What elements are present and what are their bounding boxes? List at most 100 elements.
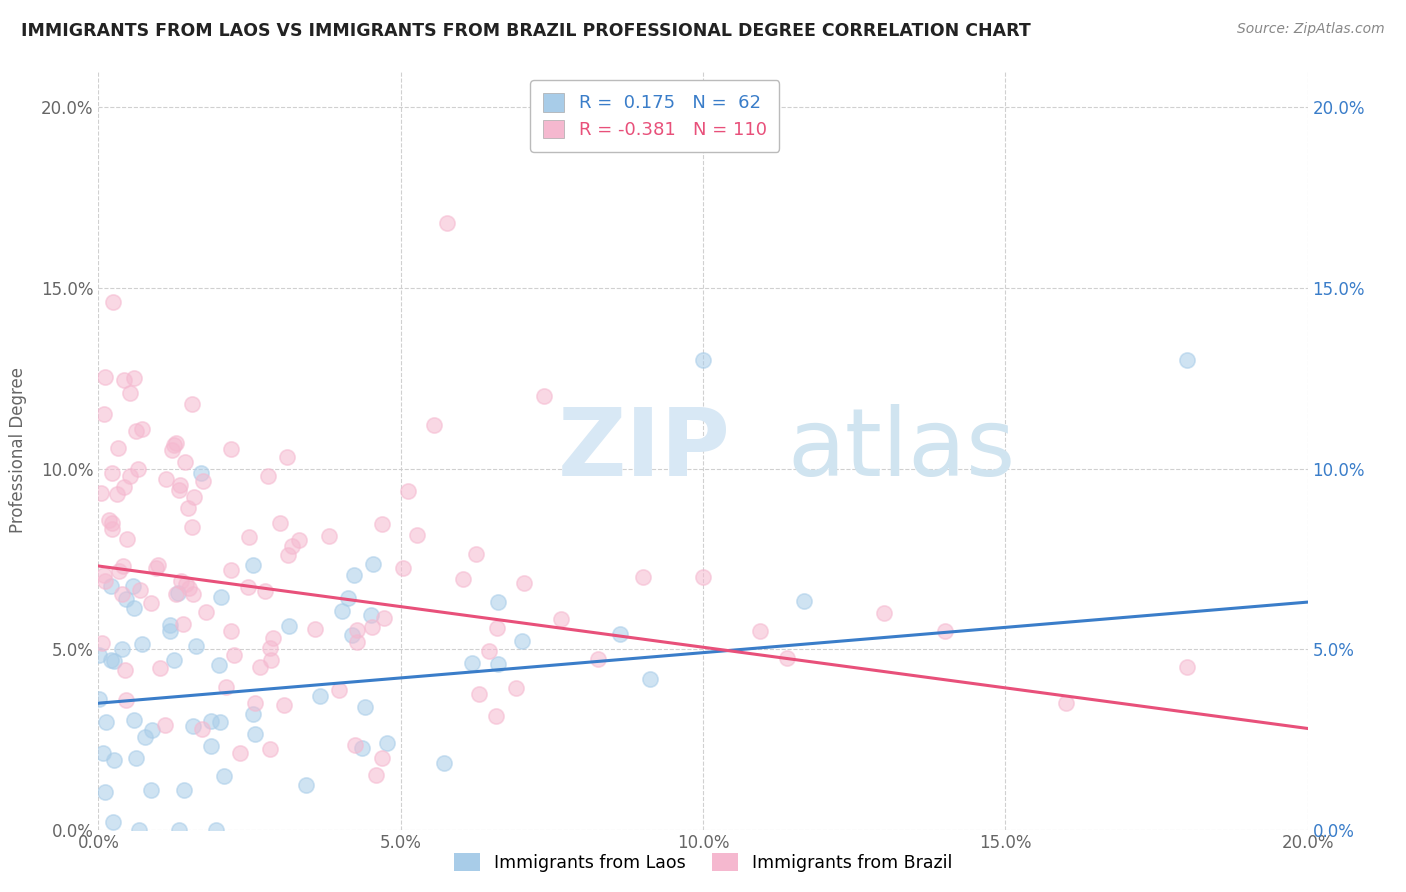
Point — [159, 618, 181, 632]
Point — [97, 513, 120, 527]
Point — [191, 722, 214, 736]
Point — [121, 579, 143, 593]
Point — [461, 656, 484, 670]
Point — [91, 635, 114, 649]
Point — [219, 624, 242, 639]
Point — [873, 606, 896, 620]
Point — [200, 714, 222, 728]
Point — [259, 742, 281, 756]
Point — [94, 715, 117, 730]
Point — [167, 585, 190, 599]
Point — [486, 595, 509, 609]
Point — [433, 756, 456, 771]
Point — [125, 424, 148, 438]
Point — [93, 568, 115, 582]
Point — [550, 612, 572, 626]
Point — [214, 769, 236, 783]
Point — [330, 604, 353, 618]
Point — [236, 580, 259, 594]
Point — [208, 714, 231, 729]
Point — [468, 686, 491, 700]
Y-axis label: Professional Degree: Professional Degree — [10, 368, 27, 533]
Point — [169, 574, 191, 588]
Point — [89, 692, 111, 706]
Point — [396, 483, 419, 498]
Point — [209, 590, 232, 604]
Point — [262, 631, 284, 645]
Text: atlas: atlas — [787, 404, 1017, 497]
Point — [214, 681, 236, 695]
Point — [343, 568, 366, 582]
Point — [485, 708, 508, 723]
Point — [181, 587, 204, 601]
Point — [208, 658, 231, 673]
Point — [361, 620, 384, 634]
Point — [149, 661, 172, 675]
Point — [366, 768, 388, 782]
Point — [276, 450, 298, 464]
Point — [177, 581, 200, 595]
Point — [336, 591, 359, 606]
Point — [94, 574, 117, 588]
Point — [131, 422, 153, 436]
Point — [222, 648, 245, 662]
Point — [103, 654, 125, 668]
Point — [328, 682, 350, 697]
Point — [352, 740, 374, 755]
Point — [114, 693, 136, 707]
Point — [139, 596, 162, 610]
Point — [243, 697, 266, 711]
Point — [309, 689, 332, 703]
Point — [183, 490, 205, 504]
Text: Source: ZipAtlas.com: Source: ZipAtlas.com — [1237, 22, 1385, 37]
Point — [148, 558, 170, 572]
Point — [134, 730, 156, 744]
Point — [108, 564, 131, 578]
Point — [422, 418, 444, 433]
Point — [90, 485, 112, 500]
Point — [353, 700, 375, 714]
Point — [344, 738, 367, 752]
Point — [163, 438, 186, 452]
Point — [118, 386, 141, 401]
Point — [139, 783, 162, 797]
Point — [259, 640, 281, 655]
Point — [193, 474, 215, 488]
Point — [103, 815, 125, 830]
Point — [174, 577, 197, 591]
Point — [131, 637, 153, 651]
Point — [304, 622, 326, 636]
Point — [165, 587, 187, 601]
Point — [277, 548, 299, 562]
Point — [181, 397, 204, 411]
Point — [177, 500, 200, 515]
Point — [295, 778, 318, 792]
Point — [361, 557, 384, 571]
Point — [609, 627, 631, 641]
Point — [1175, 660, 1198, 674]
Text: ZIP: ZIP — [558, 404, 731, 497]
Point — [533, 389, 555, 403]
Point — [586, 652, 609, 666]
Point — [249, 659, 271, 673]
Point — [346, 623, 368, 637]
Point — [91, 746, 114, 760]
Point — [112, 479, 135, 493]
Point — [122, 371, 145, 385]
Point — [260, 653, 283, 667]
Point — [186, 639, 208, 653]
Point — [200, 739, 222, 753]
Point — [242, 558, 264, 572]
Point — [793, 594, 815, 608]
Point — [273, 698, 295, 712]
Point — [167, 483, 190, 498]
Point — [254, 584, 277, 599]
Point — [464, 547, 486, 561]
Point — [89, 648, 111, 663]
Point — [371, 517, 394, 532]
Point — [100, 522, 122, 536]
Point — [103, 753, 125, 767]
Point — [107, 441, 129, 455]
Point — [181, 719, 204, 733]
Point — [505, 681, 527, 695]
